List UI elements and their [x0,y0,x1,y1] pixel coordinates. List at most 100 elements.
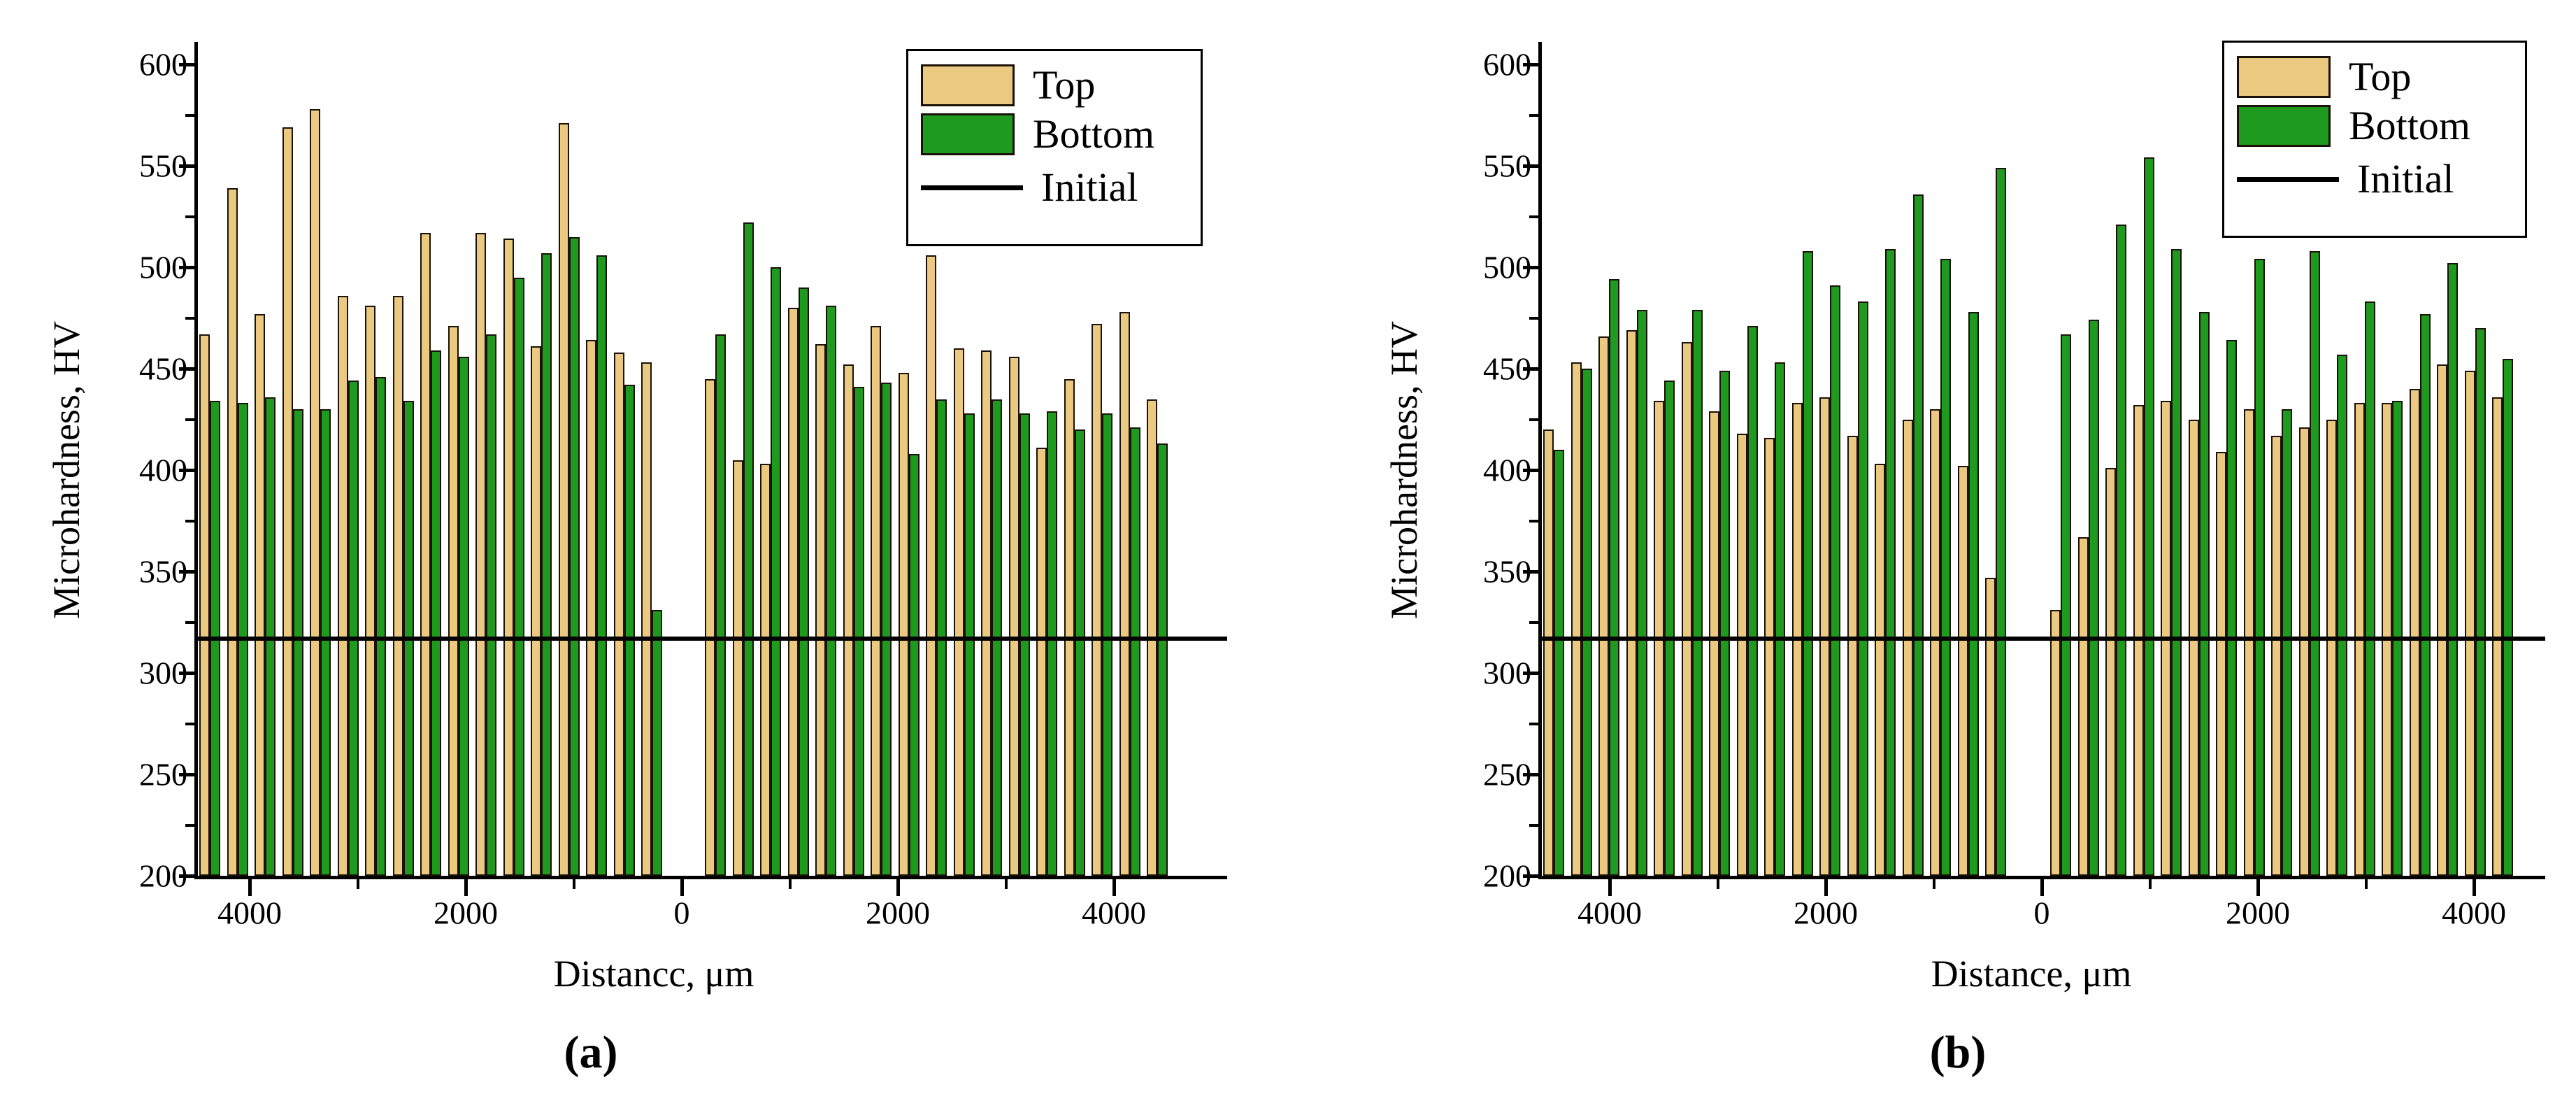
x-minor-tick [788,879,792,889]
x-axis-label: Distancc, μm [553,953,754,995]
bar-top-right-4 [815,344,826,876]
bar-bottom-left-13 [1912,194,1924,876]
y-major-tick [179,773,194,776]
x-minor-tick [356,879,359,889]
legend-swatch-bottom [921,113,1015,155]
bar-bottom-right-16 [1157,443,1168,876]
bar-bottom-right-5 [853,387,864,876]
legend-label-top: Top [2349,54,2412,99]
bar-bottom-right-3 [798,287,809,876]
y-major-tick [179,672,194,675]
bar-bottom-right-9 [2309,250,2320,876]
bar-bottom-right-1 [743,222,754,876]
bar-top-right-3 [787,308,799,876]
y-major-tick [1523,570,1538,574]
bar-bottom-left-1 [1581,369,1592,876]
bar-top-right-13 [1064,378,1075,876]
bar-bottom-right-15 [1129,427,1140,876]
y-tick-label: 450 [139,350,187,387]
bar-bottom-right-4 [826,306,836,876]
bar-top-right-9 [953,348,964,876]
x-tick-label: 2000 [866,895,930,931]
x-minor-tick [572,879,575,889]
y-tick-label: 450 [1483,350,1531,387]
bar-top-left-11 [503,239,514,876]
bar-bottom-right-8 [2282,409,2292,876]
legend-label-initial: Initial [1041,164,1138,210]
y-minor-tick [185,823,194,827]
legend-label-bottom: Bottom [1033,111,1155,157]
x-major-tick [680,879,684,896]
bar-top-left-12 [1875,464,1885,876]
y-tick-label: 300 [139,655,187,691]
bar-bottom-left-6 [375,376,386,876]
y-minor-tick [1529,823,1538,827]
legend: Top Bottom Initial [906,49,1203,246]
bar-top-left-6 [1709,411,1719,876]
bar-bottom-right-2 [771,267,781,876]
y-major-tick [179,367,194,371]
bar-top-left-7 [392,295,403,876]
y-tick-label: 600 [139,46,187,83]
y-major-tick [1523,469,1538,472]
bar-top-left-11 [1847,435,1858,876]
y-major-tick [1523,874,1538,878]
bar-bottom-left-15 [624,385,635,876]
bar-top-left-4 [310,108,320,876]
bar-top-right-5 [2188,419,2199,876]
bar-top-right-12 [1036,448,1047,876]
bar-bottom-left-11 [513,277,524,876]
x-minor-tick [1716,879,1719,889]
bar-bottom-left-7 [1747,326,1758,876]
bar-bottom-left-8 [431,350,441,876]
y-axis-spine [1538,42,1542,879]
bar-bottom-left-13 [568,236,580,876]
legend: Top Bottom Initial [2222,41,2527,238]
y-tick-label: 200 [1483,858,1531,894]
bar-bottom-right-13 [1074,429,1085,876]
bar-bottom-right-13 [2419,313,2431,876]
bar-bottom-right-1 [2088,320,2099,876]
legend-item-bottom: Bottom [921,110,1189,159]
x-axis-spine [194,876,1227,879]
y-minor-tick [185,722,194,725]
bar-bottom-left-9 [1802,250,1813,876]
bar-top-left-8 [1764,437,1775,876]
bar-bottom-left-3 [292,409,303,876]
y-tick-label: 500 [1483,249,1531,285]
bar-bottom-right-10 [2337,354,2347,876]
y-minor-tick [1529,620,1538,624]
bar-top-left-3 [1626,329,1637,876]
bar-bottom-left-12 [1885,248,1896,876]
legend-label-bottom: Bottom [2349,103,2471,148]
bar-bottom-left-14 [596,255,607,876]
bar-top-right-7 [898,372,909,876]
legend-item-initial: Initial [2237,156,2514,202]
y-tick-label: 350 [139,553,187,590]
bar-top-left-7 [1736,433,1747,876]
y-tick-label: 350 [1483,553,1531,590]
x-major-tick [896,879,900,896]
bar-top-left-13 [558,123,569,876]
bar-top-left-6 [365,306,375,876]
bar-bottom-left-12 [541,253,552,876]
bar-top-right-2 [760,464,771,876]
bar-top-right-0 [705,378,715,876]
bar-top-right-14 [1092,324,1102,876]
y-major-tick [1523,266,1538,269]
bar-bottom-right-6 [881,383,892,876]
bar-bottom-left-5 [348,381,359,876]
y-major-tick [1523,773,1538,776]
bar-top-right-6 [2216,451,2226,876]
legend-swatch-top [921,64,1015,106]
bar-bottom-left-10 [1830,285,1840,876]
y-major-tick [179,469,194,472]
x-tick-label: 0 [673,895,690,931]
initial-line [198,636,1227,641]
bar-top-right-10 [981,350,992,876]
bar-bottom-right-12 [1047,411,1057,876]
legend-item-initial: Initial [921,164,1189,211]
x-minor-tick [2364,879,2368,889]
y-tick-label: 400 [139,452,187,488]
bar-bottom-left-4 [1664,381,1675,876]
